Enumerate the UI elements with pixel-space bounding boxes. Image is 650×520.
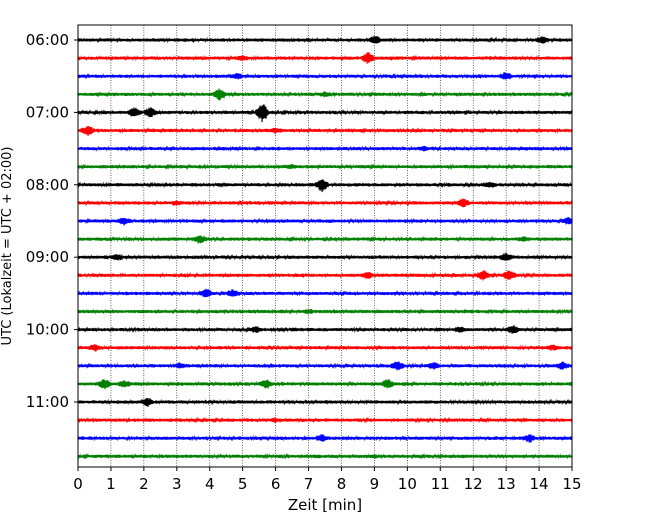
y-tick-label: 08:00 [26, 176, 69, 194]
x-tick-label: 1 [106, 475, 116, 493]
x-tick-label: 3 [172, 475, 182, 493]
y-tick-label: 10:00 [26, 321, 69, 339]
x-tick-label: 8 [337, 475, 347, 493]
x-tick-label: 5 [238, 475, 248, 493]
x-tick-label: 9 [370, 475, 380, 493]
x-tick-label: 12 [464, 475, 483, 493]
y-tick-label: 09:00 [26, 248, 69, 266]
x-tick-label: 6 [271, 475, 281, 493]
y-tick-label: 11:00 [26, 393, 69, 411]
x-tick-label: 13 [497, 475, 516, 493]
y-tick-label: 06:00 [26, 31, 69, 49]
x-tick-label: 7 [304, 475, 314, 493]
y-tick-label: 07:00 [26, 103, 69, 121]
x-tick-label: 11 [431, 475, 450, 493]
x-tick-label: 10 [398, 475, 417, 493]
y-axis-label: UTC (Lokalzeit = UTC + 02:00) [0, 147, 15, 346]
x-tick-label: 4 [205, 475, 215, 493]
x-tick-label: 2 [139, 475, 149, 493]
x-tick-label: 15 [562, 475, 581, 493]
x-tick-label: 0 [73, 475, 83, 493]
x-tick-label: 14 [530, 475, 549, 493]
x-axis-label: Zeit [min] [288, 496, 362, 514]
